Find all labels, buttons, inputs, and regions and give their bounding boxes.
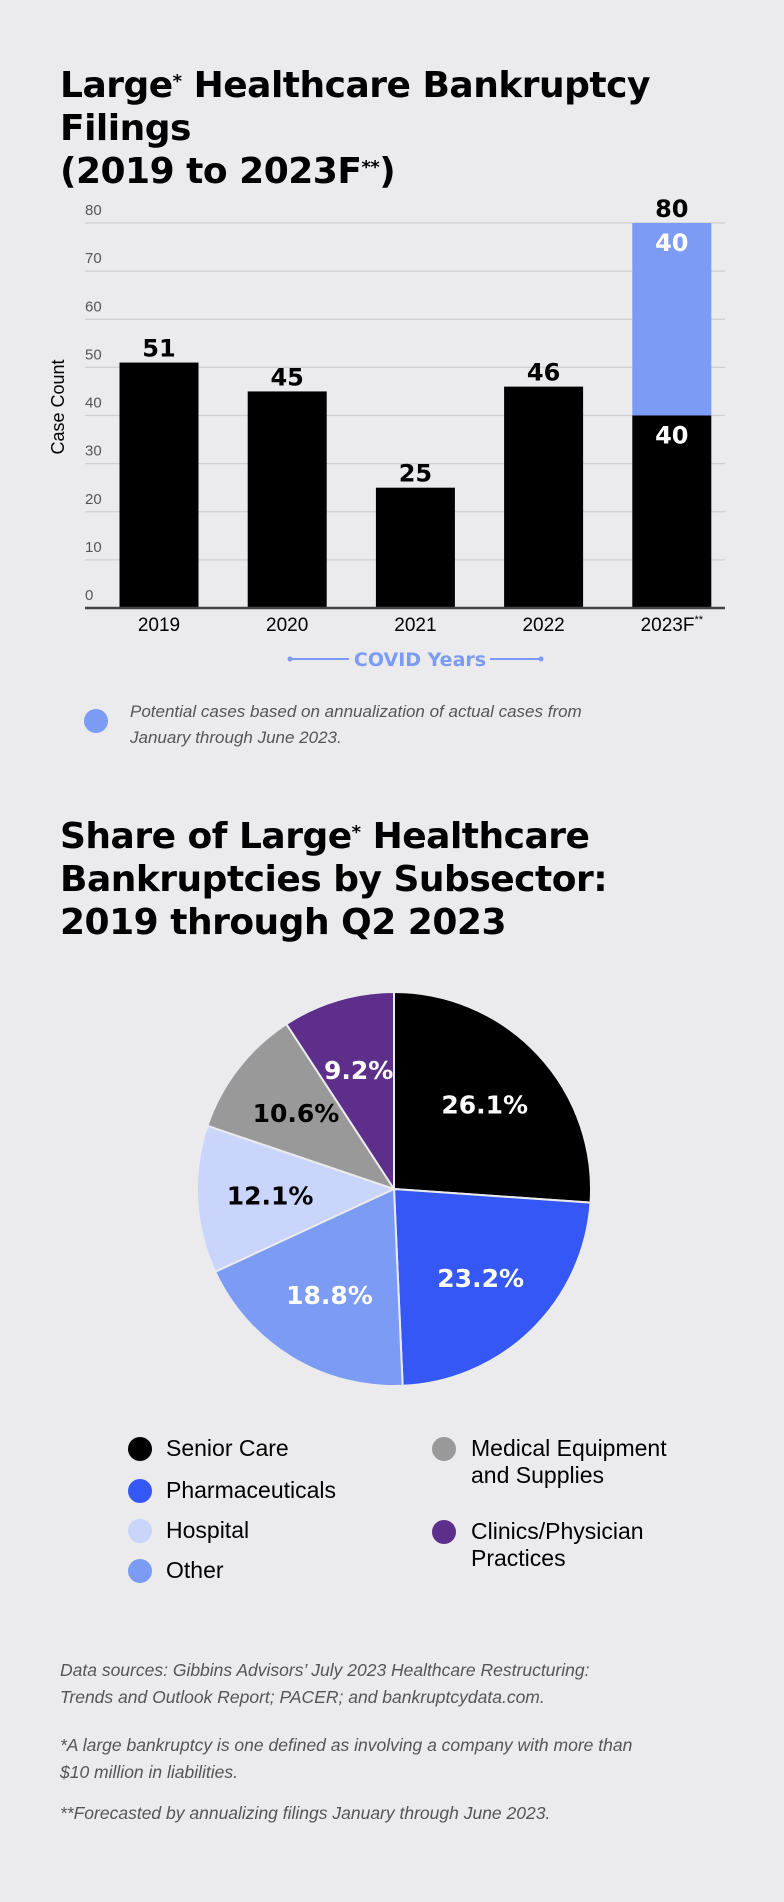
covid-bracket-end — [538, 656, 544, 662]
legend-dot-pharmaceuticals — [128, 1479, 152, 1503]
bar-chart-title: Large* Healthcare Bankruptcy Filings (20… — [60, 64, 784, 193]
bar-2022 — [504, 386, 584, 608]
pie-slice-label: 23.2% — [437, 1264, 524, 1293]
legend-label-hospital: Hospital — [166, 1517, 250, 1543]
pie-slice-senior-care — [393, 990, 592, 1204]
bar-value-label: 46 — [527, 359, 560, 387]
title-text: Healthcare Bankruptcy Filings — [60, 65, 650, 149]
covid-years-annotation: COVID Years — [354, 649, 486, 671]
x-tick-label: 2021 — [394, 615, 436, 636]
potential-cases-legend-dot — [84, 709, 108, 733]
pie-chart-title: Share of Large* Healthcare Bankruptcies … — [60, 815, 608, 944]
y-tick-label: 60 — [85, 298, 102, 315]
y-tick-label: 0 — [85, 587, 93, 604]
potential-stack-label: 40 — [655, 229, 688, 257]
x-tick-label: 2022 — [522, 615, 564, 636]
legend-line: January through June 2023. — [130, 728, 342, 747]
title-text: Bankruptcies by Subsector: — [60, 859, 608, 900]
legend-dot-medical-equipment — [432, 1437, 456, 1461]
bar-chart: 0 10 20 30 40 50 60 70 80 Case Count 51 2019 45 2020 2… — [48, 195, 725, 671]
title-text: 2019 through Q2 2023 — [60, 902, 507, 943]
bar-value-label: 25 — [399, 460, 432, 488]
legend-label-clinics: Clinics/Physician Practices — [471, 1518, 644, 1572]
y-tick-label: 80 — [85, 202, 102, 219]
pie-slice-hospital — [196, 1124, 397, 1274]
footnote-line: Trends and Outlook Report; PACER; and ba… — [60, 1687, 545, 1707]
footnote-line: $10 million in liabilities. — [60, 1762, 238, 1782]
legend-line: Clinics/Physician — [471, 1518, 644, 1544]
y-axis-label: Case Count — [48, 359, 68, 454]
title-text: ) — [379, 151, 396, 192]
bar-value-label: 51 — [142, 335, 175, 363]
legend-line: Medical Equipment — [471, 1435, 667, 1461]
legend-label-senior-care: Senior Care — [166, 1435, 289, 1461]
legend-dot-clinics — [432, 1520, 456, 1544]
pie-slice-label: 12.1% — [227, 1182, 314, 1211]
footnote-large-definition: *A large bankruptcy is one defined as in… — [60, 1732, 740, 1786]
bar-2023F — [632, 415, 712, 608]
bar-value-label: 80 — [655, 195, 688, 223]
potential-cases-legend-text: Potential cases based on annualization o… — [130, 699, 582, 751]
title-text: Healthcare — [360, 816, 590, 857]
bar-2020 — [247, 391, 327, 608]
y-tick-label: 70 — [85, 250, 102, 267]
legend-dot-senior-care — [128, 1437, 152, 1461]
x-tick-label: 2020 — [266, 615, 308, 636]
pie-slice-pharmaceuticals — [392, 1187, 592, 1387]
title-sup: * — [172, 71, 182, 92]
legend-line: and Supplies — [471, 1462, 604, 1488]
title-text: (2019 to 2023F — [60, 151, 362, 192]
legend-line: Potential cases based on annualization o… — [130, 702, 582, 721]
footnote-forecast: **Forecasted by annualizing filings Janu… — [60, 1803, 551, 1823]
footnote-sources: Data sources: Gibbins Advisors’ July 202… — [60, 1657, 740, 1711]
pie-slice-clinics-physician-practices — [284, 990, 395, 1193]
legend-dot-other — [128, 1559, 152, 1583]
y-tick-label: 50 — [85, 346, 102, 363]
pie-slice-label: 26.1% — [441, 1090, 528, 1119]
legend-line: Practices — [471, 1545, 566, 1571]
pie-slice-label: 9.2% — [324, 1056, 393, 1085]
legend-label-medical-equipment: Medical Equipment and Supplies — [471, 1435, 667, 1489]
bar-2019 — [119, 362, 199, 608]
title-text: Large — [60, 65, 173, 106]
x-tick-label: 2019 — [138, 615, 180, 636]
y-tick-label: 30 — [85, 443, 102, 460]
title-text: Share of Large — [60, 816, 352, 857]
pie-slice-label: 18.8% — [286, 1281, 373, 1310]
bar-2021 — [375, 487, 455, 608]
title-sup: ** — [361, 157, 380, 178]
x-tick-label: 2023F** — [641, 614, 704, 636]
pie-slice-medical-equipment-and-supplies — [206, 1022, 397, 1191]
footnote-line: Data sources: Gibbins Advisors’ July 202… — [60, 1660, 590, 1680]
y-tick-label: 10 — [85, 539, 102, 556]
bar-value-label: 45 — [270, 363, 303, 391]
legend-label-other: Other — [166, 1557, 224, 1583]
y-tick-label: 20 — [85, 491, 102, 508]
pie-slice-other — [213, 1187, 404, 1387]
title-sup: * — [351, 822, 361, 843]
bar-2023F-potential — [632, 223, 712, 416]
covid-bracket-end — [287, 656, 293, 662]
legend-dot-hospital — [128, 1519, 152, 1543]
footnote-line: *A large bankruptcy is one defined as in… — [60, 1735, 633, 1755]
actual-stack-label: 40 — [655, 422, 688, 450]
legend-label-pharmaceuticals: Pharmaceuticals — [166, 1477, 337, 1503]
pie-slice-label: 10.6% — [253, 1099, 340, 1128]
y-tick-label: 40 — [85, 395, 102, 412]
